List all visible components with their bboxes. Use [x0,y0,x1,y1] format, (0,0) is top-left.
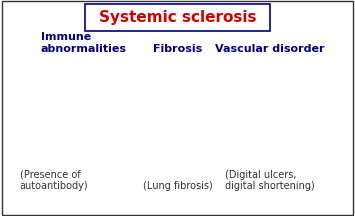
FancyBboxPatch shape [85,4,270,31]
Text: Fibrosis: Fibrosis [153,44,202,54]
Text: Vascular disorder: Vascular disorder [215,44,324,54]
Text: (Digital ulcers,
digital shortening): (Digital ulcers, digital shortening) [225,170,315,191]
Text: Immune
abnormalities: Immune abnormalities [41,32,127,54]
Text: (Lung fibrosis): (Lung fibrosis) [143,181,212,191]
Text: Systemic sclerosis: Systemic sclerosis [99,10,256,25]
Text: (Presence of
autoantibody): (Presence of autoantibody) [20,170,88,191]
FancyBboxPatch shape [2,1,353,215]
